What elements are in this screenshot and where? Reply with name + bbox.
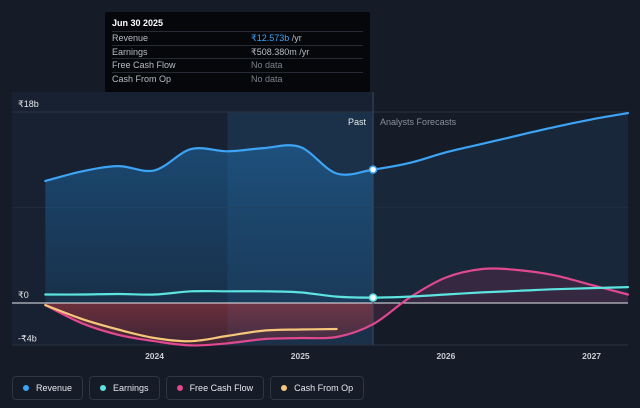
free-cash-flow-line	[44, 267, 630, 347]
free-cash-flow-dot-icon	[176, 385, 183, 391]
earnings-marker	[368, 293, 378, 302]
x-tick-label: 2024	[145, 351, 164, 361]
legend-label: Earnings	[113, 383, 149, 393]
tooltip-row-cfo: Cash From Op No data	[112, 71, 363, 86]
tooltip-row-fcf: Free Cash Flow No data	[112, 58, 363, 72]
revenue-line	[44, 112, 630, 183]
y-tick-label: -₹4b	[18, 333, 37, 343]
cash-from-op-dot-icon	[281, 385, 288, 391]
free-cash-flow-area	[45, 303, 374, 346]
legend-label: Cash From Op	[294, 383, 354, 393]
legend-label: Revenue	[36, 383, 73, 393]
x-tick-label: 2027	[582, 351, 601, 361]
tooltip-label: Free Cash Flow	[112, 60, 176, 70]
past-label: Past	[348, 117, 367, 127]
legend-item-free-cash-flow[interactable]: Free Cash Flow	[165, 376, 265, 400]
tooltip-value: No data	[251, 73, 283, 84]
revenue-dot-icon	[23, 385, 29, 391]
revenue-area	[45, 145, 374, 303]
tooltip-value: No data	[251, 60, 283, 70]
tooltip-value-unit: /yr	[296, 46, 310, 57]
x-tick-label: 2026	[436, 351, 455, 361]
forecast-label: Analysts Forecasts	[380, 117, 457, 127]
revenue-forecast-area	[373, 113, 628, 303]
earnings-dot-icon	[100, 385, 107, 391]
tooltip-row-earnings: Earnings ₹508.380m /yr	[112, 44, 363, 59]
legend-label: Free Cash Flow	[189, 383, 254, 393]
tooltip-value-unit: /yr	[289, 33, 302, 43]
y-tick-label: ₹18b	[18, 99, 39, 109]
y-tick-label: ₹0	[18, 290, 29, 300]
earnings-line	[44, 286, 630, 299]
legend: Revenue Earnings Free Cash Flow Cash Fro…	[12, 376, 365, 400]
tooltip-value: ₹508.380m /yr	[251, 46, 309, 59]
tooltip-date: Jun 30 2025	[112, 18, 164, 28]
tooltip: Jun 30 2025 Revenue ₹12.573b /yr Earning…	[105, 12, 370, 92]
tooltip-label: Cash From Op	[112, 73, 172, 84]
revenue-marker	[368, 165, 378, 174]
x-tick-label: 2025	[291, 351, 310, 361]
tooltip-label: Revenue	[112, 33, 149, 43]
cash-from-op-line	[44, 304, 338, 343]
tooltip-value-number: ₹508.380m	[251, 46, 297, 57]
tooltip-value-number: ₹12.573b	[251, 33, 290, 43]
tooltip-row-revenue: Revenue ₹12.573b /yr	[112, 31, 363, 45]
tooltip-label: Earnings	[112, 46, 148, 57]
legend-item-revenue[interactable]: Revenue	[12, 376, 84, 400]
legend-item-earnings[interactable]: Earnings	[89, 376, 160, 400]
chart-canvas: ₹18b ₹0 -₹4b 2024 2025 2026 2027 Past Analysts F…	[12, 92, 630, 361]
legend-item-cash-from-op[interactable]: Cash From Op	[270, 376, 365, 400]
tooltip-value: ₹12.573b /yr	[251, 32, 302, 45]
